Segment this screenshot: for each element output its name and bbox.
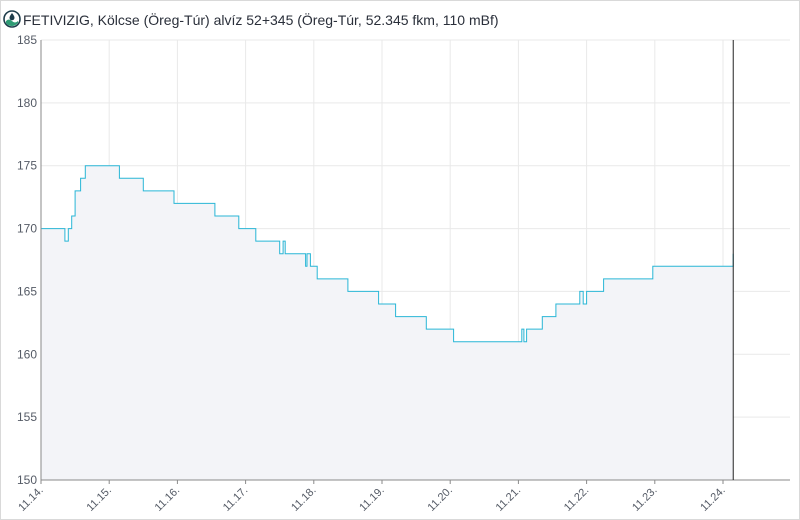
y-tick-label: 155 <box>17 410 37 424</box>
x-axis-ticks: 11.14. 11.15. 11.16. 11.17. 11.18. 11.19. 11.2… <box>16 480 728 514</box>
axes <box>40 40 790 481</box>
y-tick-label: 185 <box>17 33 37 47</box>
x-tick-label: 11.23. <box>630 484 660 514</box>
y-tick-label: 165 <box>17 284 37 298</box>
water-level-area <box>41 165 734 480</box>
chart-header: FETIVIZIG, Kölcse (Öreg-Túr) alvíz 52+34… <box>0 0 800 40</box>
x-tick-label: 11.15. <box>84 484 114 514</box>
y-tick-label: 160 <box>17 347 37 361</box>
water-level-line[interactable] <box>41 165 734 343</box>
y-tick-label: 175 <box>17 159 37 173</box>
x-tick-label: 11.19. <box>357 484 387 514</box>
y-tick-label: 150 <box>17 473 37 487</box>
x-tick-label: 11.18. <box>289 484 319 514</box>
x-tick-label: 11.14. <box>16 484 46 514</box>
x-tick-label: 11.17. <box>221 484 251 514</box>
x-tick-label: 11.21. <box>494 484 524 514</box>
chart-title: FETIVIZIG, Kölcse (Öreg-Túr) alvíz 52+34… <box>23 12 499 28</box>
y-axis-ticks: 150 155 160 165 170 175 180 185 <box>17 33 37 487</box>
x-tick-label: 11.22. <box>562 484 592 514</box>
x-tick-label: 11.20. <box>425 484 455 514</box>
x-tick-label: 11.24. <box>698 484 728 514</box>
y-tick-label: 170 <box>17 222 37 236</box>
y-tick-label: 180 <box>17 96 37 110</box>
x-tick-label: 11.16. <box>153 484 183 514</box>
water-drop-logo-icon <box>3 10 21 28</box>
